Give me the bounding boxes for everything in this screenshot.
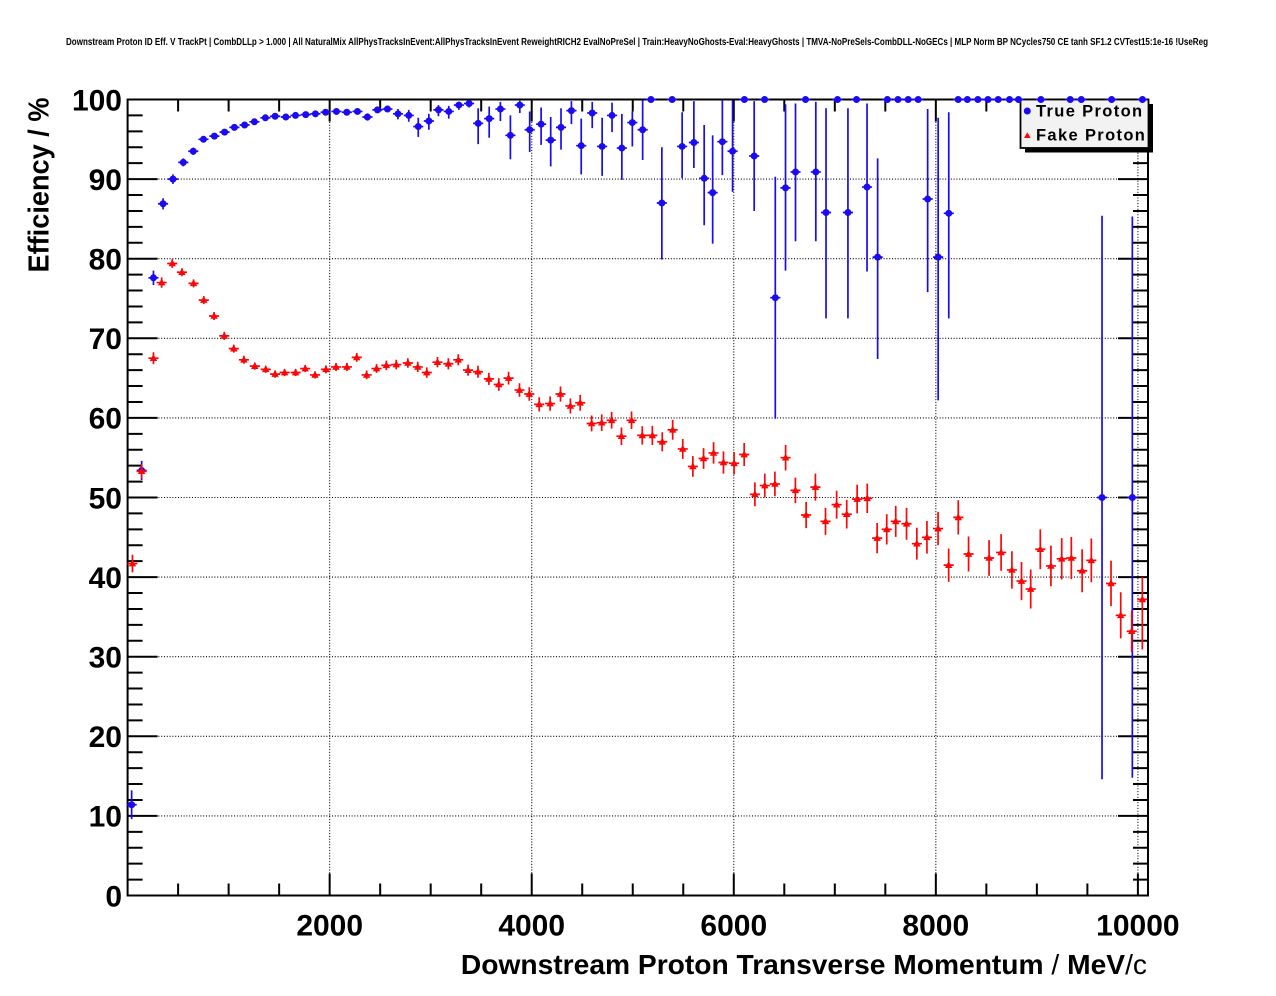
svg-text:8000: 8000 [902,910,969,943]
svg-text:40: 40 [89,562,122,595]
svg-text:80: 80 [89,244,122,277]
svg-text:Downstream Proton Transverse M: Downstream Proton Transverse Momentum / … [461,948,1147,980]
svg-text:10: 10 [89,801,122,834]
svg-text:30: 30 [89,642,122,675]
svg-text:4000: 4000 [498,910,565,943]
svg-text:True Proton: True Proton [1036,103,1143,121]
svg-text:0: 0 [105,880,122,913]
svg-text:Fake Proton: Fake Proton [1036,127,1146,145]
svg-text:2000: 2000 [296,910,363,943]
svg-text:6000: 6000 [700,910,767,943]
svg-text:Efficiency / %: Efficiency / % [24,97,56,272]
svg-text:90: 90 [89,164,122,197]
svg-text:60: 60 [89,403,122,436]
svg-text:Downstream Proton ID Eff. V Tr: Downstream Proton ID Eff. V TrackPt | Co… [66,36,1208,48]
svg-text:10000: 10000 [1096,910,1179,943]
svg-text:20: 20 [89,721,122,754]
svg-text:100: 100 [72,84,122,117]
svg-text:50: 50 [89,482,122,515]
svg-text:70: 70 [89,323,122,356]
